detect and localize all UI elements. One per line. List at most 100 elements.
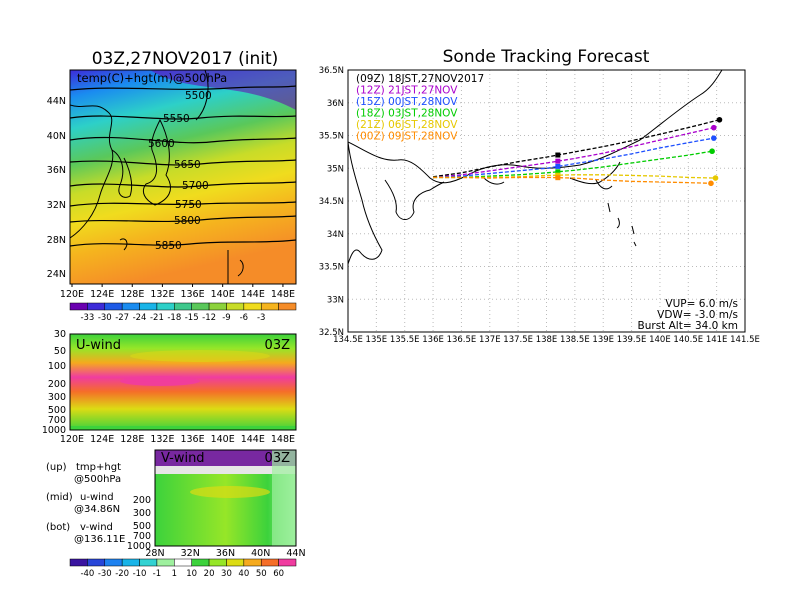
u-wind-field xyxy=(70,334,296,430)
temp-colorbar-tick: -12 xyxy=(202,313,216,323)
wind-colorbar-tick: 20 xyxy=(204,569,215,579)
note-bot-line1: v-wind xyxy=(80,522,113,533)
wind-colorbar-swatch xyxy=(243,558,262,567)
panel-notes: (up) tmp+hgt @500hPa (mid) u-wind @34.86… xyxy=(46,462,125,545)
track-param-burst: Burst Alt= 34.0 km xyxy=(638,320,738,332)
track-landing-point xyxy=(712,175,719,181)
temp-colorbar-swatch xyxy=(174,302,192,311)
temp-colorbar: -33 -30 -27 -24 -21 -18 -15 -12 -9 -6 -3 xyxy=(69,302,297,323)
temp-colorbar-tick: -9 xyxy=(222,313,230,323)
track-legend-entry: (21Z) 06JST,28NOV xyxy=(356,119,458,131)
u-wind-y-tick: 1000 xyxy=(42,425,66,436)
track-x-tick: 139E xyxy=(592,335,614,345)
wind-colorbar-tick: 60 xyxy=(273,569,284,579)
track-midpoint-marker xyxy=(555,152,561,158)
temp-colorbar-tick: -30 xyxy=(98,313,112,323)
wind-colorbar-swatch xyxy=(139,558,158,567)
wind-colorbar: -40 -30 -20 -10 -1 1 10 20 30 40 50 60 xyxy=(69,558,297,579)
track-y-tick: 32.5N xyxy=(319,328,344,338)
track-landing-point xyxy=(711,124,717,131)
u-wind-x-tick: 148E xyxy=(271,434,295,445)
contour-label: 5650 xyxy=(174,159,201,171)
u-wind-y-tick: 100 xyxy=(48,361,66,372)
temp-map-x-tick: 132E xyxy=(150,289,174,300)
temp-map-coastlines xyxy=(70,70,244,284)
temp-map-y-tick: 28N xyxy=(47,235,66,246)
contour-label: 5700 xyxy=(182,180,209,192)
track-x-tick: 136E xyxy=(422,335,444,345)
track-landing-point xyxy=(708,180,714,187)
wind-colorbar-swatch xyxy=(191,558,210,567)
track-legend-entry: (18Z) 03JST,28NOV xyxy=(356,108,458,120)
note-mid-line2: @34.86N xyxy=(74,504,120,515)
track-y-tick: 36N xyxy=(327,99,344,109)
v-wind-x-tick: 40N xyxy=(251,548,270,559)
temp-colorbar-tick: -15 xyxy=(185,313,199,323)
wind-colorbar-tick: 1 xyxy=(172,569,177,579)
temp-map-x-tick: 124E xyxy=(90,289,114,300)
temp-map-frame xyxy=(69,69,297,285)
wind-colorbar-tick: -1 xyxy=(153,569,161,579)
track-series-line xyxy=(433,176,711,184)
wind-colorbar-swatch xyxy=(121,558,140,567)
u-wind-x-tick: 132E xyxy=(150,434,174,445)
temp-map-x-tick: 144E xyxy=(241,289,265,300)
v-wind-x-tick: 36N xyxy=(216,548,235,559)
u-wind-title: U-wind xyxy=(76,338,121,353)
temp-map-y-tick: 44N xyxy=(47,96,66,107)
wind-colorbar-swatch xyxy=(104,558,123,567)
track-series-line xyxy=(433,150,713,179)
u-wind-y-tick: 30 xyxy=(54,329,66,340)
contour-label: 5850 xyxy=(155,240,182,252)
v-wind-x-tick: 44N xyxy=(286,548,305,559)
v-wind-y-tick: 1000 xyxy=(127,541,151,552)
track-x-tick: 139.5E xyxy=(617,335,647,345)
temp-colorbar-swatch xyxy=(278,302,297,311)
track-legend: (09Z) 18JST,27NOV2017(12Z) 21JST,27NOV(1… xyxy=(356,73,484,143)
temp-colorbar-tick: -18 xyxy=(167,313,181,323)
u-wind-time: 03Z xyxy=(265,338,291,353)
temp-map-x-ticks: 120E 124E 128E 132E 136E 140E 144E 148E xyxy=(60,284,295,300)
temp-colorbar-swatch xyxy=(121,302,140,311)
v-wind-x-ticks: 28N 32N 36N 40N 44N xyxy=(145,548,305,559)
temp-colorbar-swatch xyxy=(87,302,106,311)
v-wind-frame xyxy=(154,449,297,547)
v-wind-time: 03Z xyxy=(265,451,291,466)
u-wind-x-tick: 140E xyxy=(211,434,235,445)
note-up-line2: @500hPa xyxy=(74,474,121,485)
wind-colorbar-tick: -10 xyxy=(133,569,147,579)
u-wind-x-tick: 144E xyxy=(241,434,265,445)
wind-colorbar-tick: -30 xyxy=(98,569,112,579)
track-x-tick: 137.5E xyxy=(503,335,533,345)
u-wind-y-tick: 50 xyxy=(54,346,66,357)
track-midpoint-marker xyxy=(555,175,561,181)
track-y-tick: 34N xyxy=(327,230,344,240)
track-landing-point xyxy=(716,116,723,123)
wind-colorbar-swatch xyxy=(87,558,106,567)
track-series xyxy=(432,116,723,187)
track-y-tick: 36.5N xyxy=(319,66,344,76)
u-wind-x-tick: 128E xyxy=(120,434,144,445)
contour-label: 5600 xyxy=(148,138,175,150)
track-legend-entry: (15Z) 00JST,28NOV xyxy=(356,96,458,108)
u-wind-x-tick: 136E xyxy=(180,434,204,445)
track-x-tick: 141E xyxy=(706,335,728,345)
track-params: VUP= 6.0 m/s VDW= -3.0 m/s Burst Alt= 34… xyxy=(638,298,738,332)
contour-label: 5550 xyxy=(163,113,190,125)
u-wind-x-ticks: 120E 124E 128E 132E 136E 140E 144E 148E xyxy=(60,434,295,445)
wind-colorbar-swatch xyxy=(260,558,279,567)
wind-colorbar-swatch xyxy=(156,558,175,567)
v-wind-x-tick: 28N xyxy=(145,548,164,559)
wind-colorbar-tick: -20 xyxy=(115,569,129,579)
track-x-ticks: 134.5E 135E 135.5E 136E 136.5E 137E 137.5E 138E… xyxy=(333,335,760,345)
track-y-tick: 33N xyxy=(327,295,344,305)
track-series-line xyxy=(433,174,716,179)
track-y-tick: 35.5N xyxy=(319,132,344,142)
track-legend-entry: (12Z) 21JST,27NOV xyxy=(356,85,458,97)
u-wind-frame xyxy=(69,333,297,431)
wind-colorbar-swatch xyxy=(226,558,245,567)
wind-colorbar-tick: 40 xyxy=(238,569,249,579)
temp-colorbar-swatch xyxy=(226,302,245,311)
note-mid-line1: u-wind xyxy=(80,492,114,503)
